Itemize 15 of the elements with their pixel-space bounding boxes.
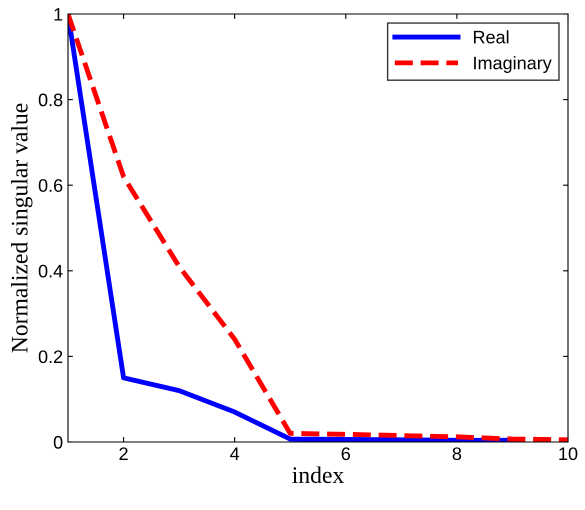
x-tick-label: 8: [452, 447, 462, 460]
y-tick-label: 0.8: [38, 94, 62, 106]
legend-label: Imaginary: [474, 56, 552, 73]
legend-label: Real: [474, 30, 508, 44]
y-tick-label: 0.4: [38, 264, 63, 278]
x-tick-label: 2: [119, 447, 128, 460]
y-tick-label: 0.2: [38, 350, 62, 364]
y-tick-label: 0: [54, 436, 62, 449]
x-axis-title: index: [292, 466, 344, 484]
y-tick-label: 1: [54, 8, 62, 21]
x-tick-label: 10: [559, 447, 578, 460]
x-tick-label: 6: [342, 447, 350, 460]
x-tick-label: 4: [230, 448, 240, 460]
y-tick-label: 0.6: [38, 179, 62, 192]
y-axis-title: Normalized singular value: [11, 104, 32, 353]
